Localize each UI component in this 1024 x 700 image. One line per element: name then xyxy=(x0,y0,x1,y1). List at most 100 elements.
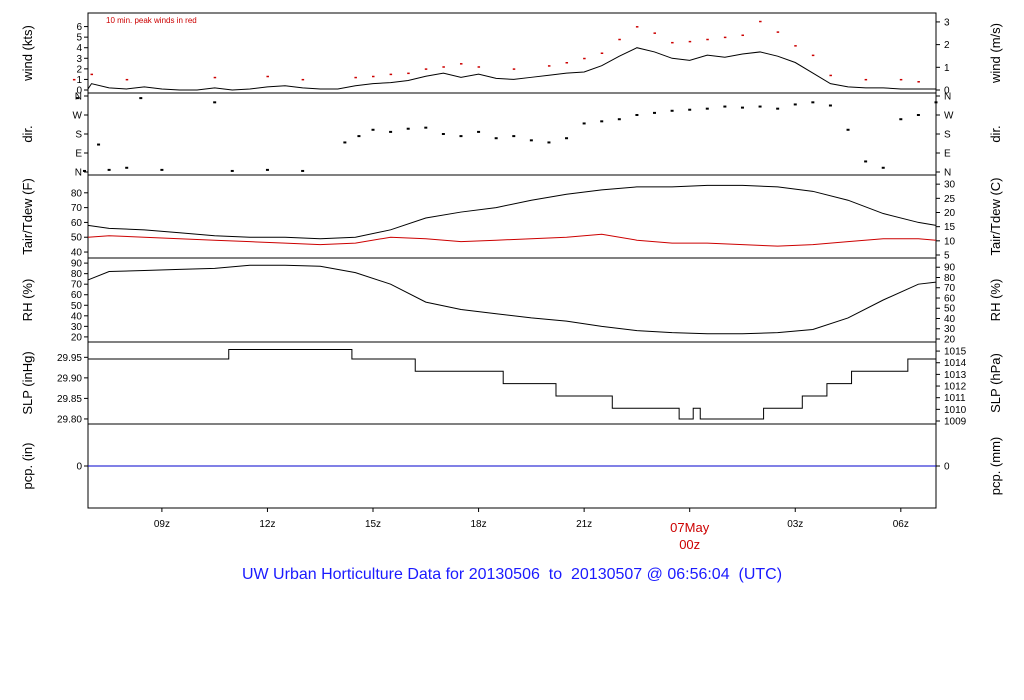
data-point xyxy=(916,114,920,116)
y-right-tick-label: 1014 xyxy=(944,358,967,369)
data-point xyxy=(529,139,533,142)
y-tick-label: 60 xyxy=(71,218,83,229)
y-tick-label: 3 xyxy=(76,54,82,65)
series-line xyxy=(88,349,936,420)
data-point xyxy=(301,169,305,172)
y-tick-label: 70 xyxy=(71,280,83,291)
data-point xyxy=(864,160,868,163)
y-right-tick-label: 20 xyxy=(944,208,956,219)
y-right-tick-label: W xyxy=(944,111,954,122)
y-tick-label: 40 xyxy=(71,248,83,259)
data-point xyxy=(107,168,111,171)
data-point xyxy=(881,166,885,169)
data-point xyxy=(635,26,639,28)
y-axis-label-right: SLP (hPa) xyxy=(988,353,1003,413)
data-point xyxy=(301,78,305,81)
y-right-tick-label: N xyxy=(944,92,951,103)
y-tick-label: E xyxy=(75,149,82,160)
data-point xyxy=(670,109,674,112)
data-point xyxy=(793,103,797,106)
y-right-tick-label: 1015 xyxy=(944,347,967,358)
y-tick-label: 30 xyxy=(71,322,83,333)
y-right-tick-label: 80 xyxy=(944,273,956,284)
data-point xyxy=(776,31,780,33)
data-point xyxy=(829,74,832,77)
y-tick-label: 1 xyxy=(76,75,82,86)
panel-frame xyxy=(87,92,937,176)
data-point xyxy=(354,76,357,79)
y-right-tick-label: 20 xyxy=(944,335,956,346)
data-point xyxy=(688,108,692,111)
y-tick-label: 60 xyxy=(71,290,83,301)
data-point xyxy=(846,128,850,131)
data-point xyxy=(459,63,463,65)
y-right-tick-label: 15 xyxy=(944,222,956,233)
y-right-tick-label: 0 xyxy=(944,462,950,473)
data-point xyxy=(899,118,903,121)
data-point xyxy=(917,81,920,83)
series-line xyxy=(87,47,936,91)
y-axis-label: wind (kts) xyxy=(20,25,35,82)
data-point xyxy=(372,75,375,78)
data-point xyxy=(459,135,463,138)
y-right-tick-label: 1013 xyxy=(944,370,967,381)
data-point xyxy=(139,97,143,100)
y-axis-label-right: pcp. (mm) xyxy=(988,437,1003,496)
panel-frame xyxy=(87,174,937,259)
x-tick-label: 00z xyxy=(679,537,700,552)
y-tick-label: S xyxy=(75,130,82,141)
y-right-tick-label: N xyxy=(944,168,951,179)
data-point xyxy=(671,41,674,44)
data-point xyxy=(565,137,569,140)
data-point xyxy=(811,101,815,104)
y-tick-label: 50 xyxy=(71,233,83,244)
y-right-tick-label: E xyxy=(944,149,951,160)
y-axis-label: Tair/Tdew (F) xyxy=(20,178,35,255)
y-tick-label: 5 xyxy=(76,33,82,44)
data-point xyxy=(583,57,586,60)
data-point xyxy=(125,78,129,81)
y-tick-label: N xyxy=(75,92,82,103)
y-tick-label: 29.95 xyxy=(57,353,82,364)
y-right-tick-label: 40 xyxy=(944,314,956,325)
data-point xyxy=(723,36,727,39)
x-tick-label: 18z xyxy=(471,519,487,530)
y-right-tick-label: 1012 xyxy=(944,382,967,393)
data-point xyxy=(617,118,621,121)
data-point xyxy=(477,66,481,68)
data-point xyxy=(389,130,393,133)
series-line xyxy=(87,184,937,240)
y-tick-label: 90 xyxy=(71,259,83,270)
y-axis-label: SLP (inHg) xyxy=(20,351,35,414)
y-tick-label: 29.80 xyxy=(57,414,82,425)
x-tick-label: 03z xyxy=(787,519,803,530)
y-tick-label: 0 xyxy=(76,86,82,97)
data-point xyxy=(618,38,621,41)
data-point xyxy=(828,104,832,107)
x-axis: 09z 12z 15z 18z 21z 00z 07May 03z 06z xyxy=(154,508,909,552)
y-right-tick-label: S xyxy=(944,130,951,141)
y-tick-label: 6 xyxy=(76,22,82,33)
y-tick-label: 0 xyxy=(76,462,82,473)
data-point xyxy=(565,62,569,64)
data-point xyxy=(512,135,516,138)
data-point xyxy=(72,78,76,81)
y-axis-label-right: wind (m/s) xyxy=(988,23,1003,84)
data-point xyxy=(582,122,586,125)
y-tick-label: 20 xyxy=(71,332,83,343)
y-right-tick-label: 5 xyxy=(944,251,950,262)
data-point xyxy=(266,75,269,78)
data-point xyxy=(811,54,815,57)
y-axis-label-right: RH (%) xyxy=(988,279,1003,322)
data-point xyxy=(230,169,234,172)
y-tick-label: 50 xyxy=(71,301,83,312)
data-point xyxy=(477,130,481,133)
panel-pcp: 0 0 pcp. (in) pcp. (mm) xyxy=(20,423,1003,509)
y-right-tick-label: 10 xyxy=(944,236,956,247)
data-point xyxy=(600,52,604,54)
x-tick-label: 06z xyxy=(893,519,909,530)
